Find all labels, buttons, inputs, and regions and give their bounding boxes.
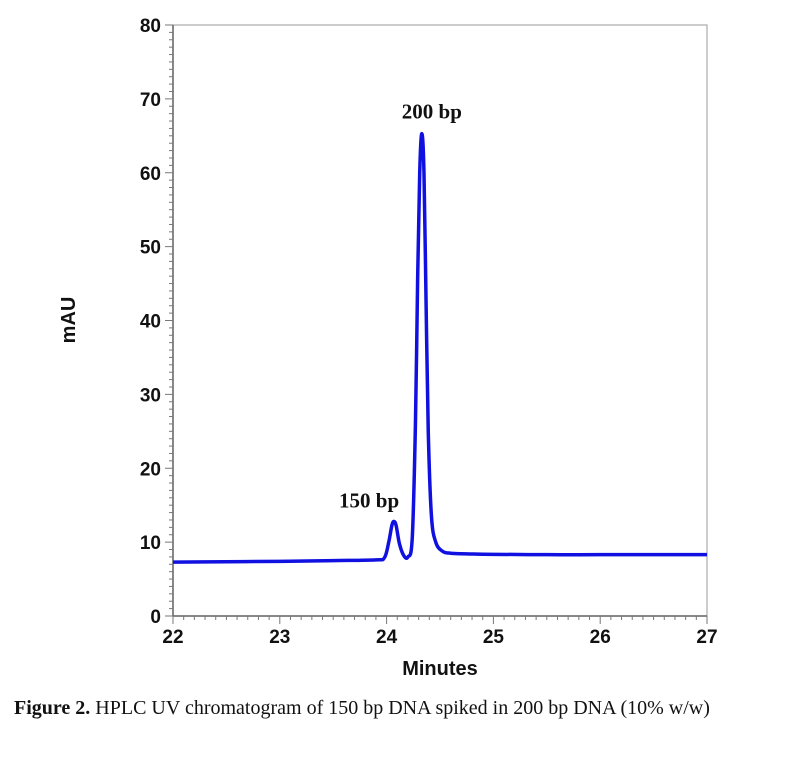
- y-tick-label: 70: [140, 90, 161, 111]
- x-tick-label: 27: [696, 627, 717, 648]
- y-tick-label: 40: [140, 312, 161, 333]
- chromatogram-trace: [172, 131, 707, 564]
- y-tick-label: 10: [140, 533, 161, 554]
- chromatogram-chart: 0 10 20 30 40 50 60 70 80 22 23 24 25 26 27 200 bp 150…: [58, 16, 718, 680]
- x-axis-label: Minutes: [402, 658, 478, 680]
- x-tick-label: 23: [269, 627, 290, 648]
- caption-label: Figure 2.: [14, 697, 91, 719]
- figure-caption: Figure 2. HPLC UV chromatogram of 150 bp…: [14, 692, 804, 724]
- annotation-150bp: 150 bp: [339, 488, 399, 512]
- x-tick-label: 25: [483, 627, 505, 648]
- x-tick-label: 22: [162, 627, 183, 648]
- y-tick-label: 50: [140, 238, 161, 259]
- x-tick-label: 26: [590, 627, 611, 648]
- y-tick-label: 80: [140, 16, 161, 37]
- x-tick-label: 24: [376, 627, 398, 648]
- y-tick-label: 30: [140, 385, 161, 406]
- y-tick-label: 60: [140, 164, 161, 185]
- caption-text: HPLC UV chromatogram of 150 bp DNA spike…: [90, 697, 710, 719]
- y-tick-label: 20: [140, 459, 161, 480]
- annotation-200bp: 200 bp: [402, 100, 462, 124]
- y-axis-label: mAU: [58, 297, 80, 344]
- y-tick-label: 0: [150, 607, 161, 628]
